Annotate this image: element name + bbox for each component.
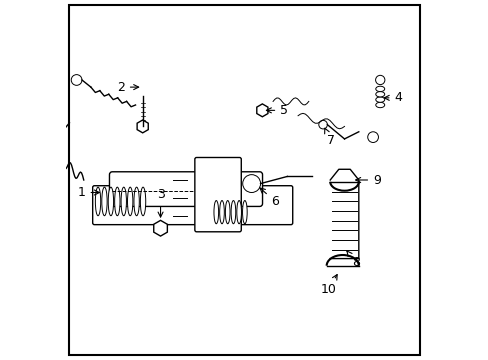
Ellipse shape (242, 201, 246, 224)
Ellipse shape (114, 187, 120, 216)
Ellipse shape (121, 187, 126, 216)
Circle shape (45, 145, 58, 158)
Circle shape (242, 175, 260, 193)
Circle shape (367, 132, 378, 143)
Ellipse shape (140, 187, 145, 216)
Circle shape (71, 75, 82, 85)
Ellipse shape (231, 201, 235, 224)
Text: 3: 3 (156, 188, 164, 217)
Ellipse shape (127, 187, 133, 216)
Ellipse shape (225, 201, 229, 224)
Ellipse shape (375, 102, 384, 108)
Ellipse shape (375, 86, 384, 91)
Ellipse shape (95, 187, 101, 216)
Ellipse shape (219, 201, 224, 224)
FancyBboxPatch shape (109, 172, 262, 206)
Text: 8: 8 (346, 251, 359, 269)
Text: 6: 6 (260, 188, 279, 208)
Text: 7: 7 (324, 128, 334, 147)
Text: 9: 9 (355, 174, 380, 186)
Text: 4: 4 (384, 91, 402, 104)
Circle shape (375, 75, 384, 85)
Ellipse shape (375, 91, 384, 97)
Ellipse shape (134, 187, 139, 216)
Ellipse shape (214, 201, 218, 224)
Text: 2: 2 (117, 81, 139, 94)
Ellipse shape (375, 97, 384, 102)
Ellipse shape (236, 201, 241, 224)
FancyBboxPatch shape (93, 186, 292, 225)
Text: 1: 1 (78, 186, 99, 199)
Ellipse shape (108, 187, 113, 216)
FancyBboxPatch shape (194, 157, 241, 232)
Circle shape (318, 120, 326, 129)
Text: 5: 5 (266, 104, 287, 117)
Ellipse shape (102, 187, 107, 216)
Text: 10: 10 (320, 275, 336, 296)
Polygon shape (329, 169, 358, 258)
